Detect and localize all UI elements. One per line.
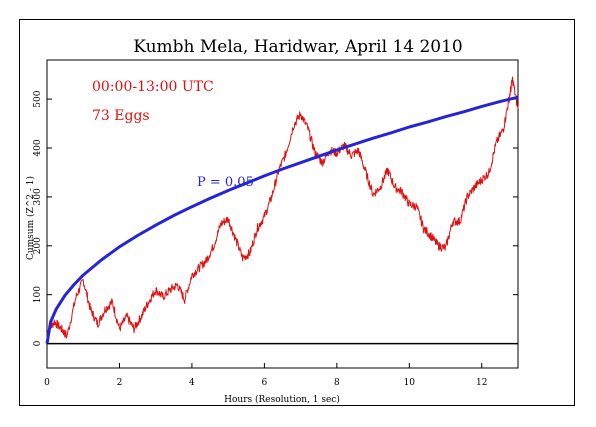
p05-envelope-line: [45, 95, 519, 344]
x-tick-label: 12: [476, 378, 487, 388]
y-tick-label: 100: [33, 286, 43, 303]
x-tick-label: 4: [189, 378, 195, 388]
y-tick-label: 0: [33, 340, 43, 346]
y-tick-label: 500: [33, 90, 43, 107]
x-tick-label: 2: [117, 378, 123, 388]
y-tick-label: 300: [33, 188, 43, 205]
time-range-label: 00:00-13:00 UTC: [92, 79, 214, 95]
x-axis-label: Hours (Resolution, 1 sec): [224, 394, 340, 405]
x-tick-label: 8: [334, 378, 340, 388]
eggs-count-label: 73 Eggs: [92, 108, 150, 124]
x-tick-label: 0: [44, 378, 50, 388]
y-axis-label: Cumsum (Z^2 - 1): [25, 176, 36, 260]
y-tick-label: 400: [33, 139, 43, 156]
cumsum-line: [46, 76, 519, 339]
x-tick-label: 10: [404, 378, 416, 388]
x-tick-label: 6: [262, 378, 268, 388]
chart-frame: [19, 19, 575, 406]
y-tick-label: 200: [33, 237, 43, 254]
chart-title: Kumbh Mela, Haridwar, April 14 2010: [133, 37, 463, 57]
plot-area: [46, 59, 519, 369]
probability-label: P = 0.05: [197, 175, 254, 190]
